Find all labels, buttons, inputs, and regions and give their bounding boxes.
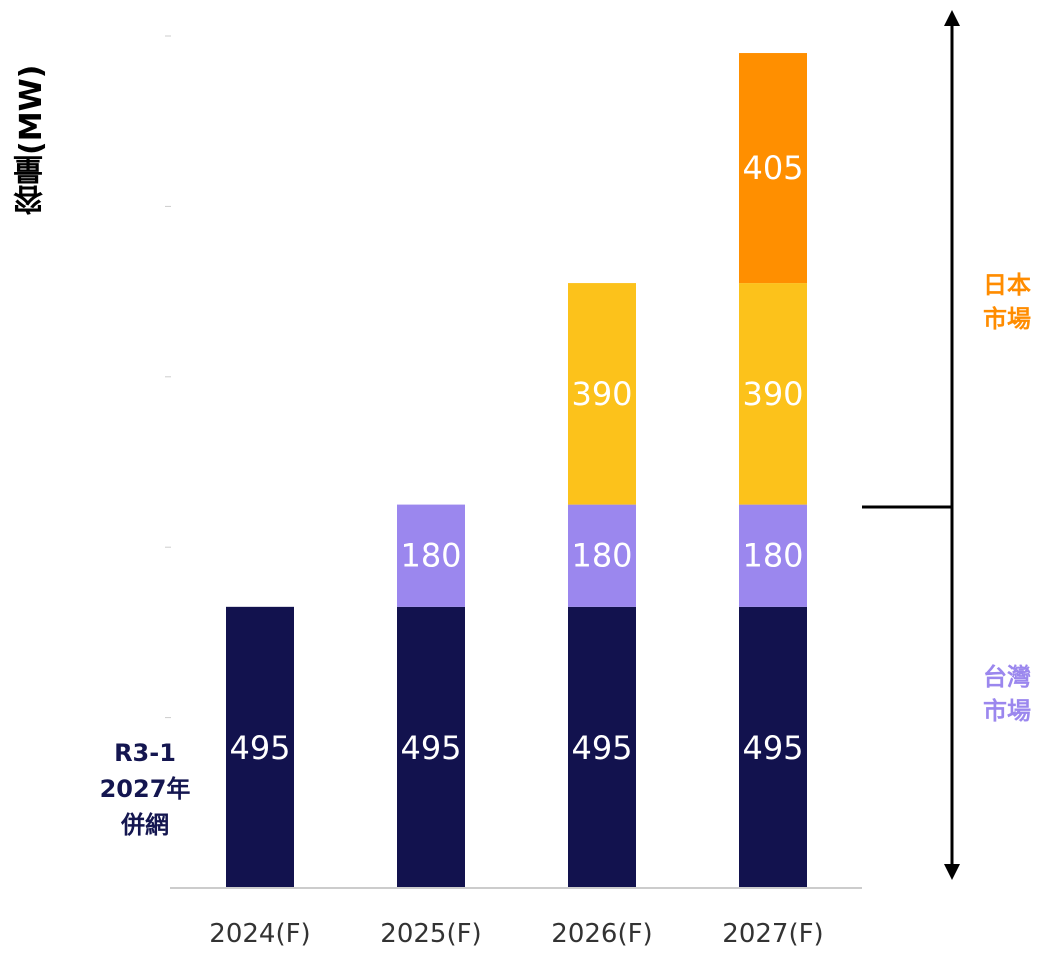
bar-segment	[226, 606, 294, 888]
x-tick-label: 2027(F)	[722, 919, 823, 949]
data-label: 495	[229, 729, 290, 767]
data-label: 180	[571, 537, 632, 575]
data-label: 495	[742, 729, 803, 767]
data-label: 390	[742, 375, 803, 413]
japan-market-label: 日本 市場	[962, 268, 1045, 336]
note-line: R3-1	[114, 739, 176, 767]
bar-segment	[397, 504, 465, 607]
x-tick-label: 2024(F)	[209, 919, 310, 949]
taiwan-market-label: 台灣 市場	[962, 660, 1045, 728]
bar-segment	[397, 606, 465, 888]
note-line: 併網	[121, 811, 169, 839]
grid-connection-note: R3-1 2027年 併網	[70, 735, 220, 843]
taiwan-market-line: 市場	[983, 697, 1031, 725]
bar-segment	[739, 606, 807, 888]
bar-segment	[739, 53, 807, 284]
data-label: 495	[571, 729, 632, 767]
data-label: 180	[400, 537, 461, 575]
taiwan-market-line: 台灣	[983, 663, 1031, 691]
y-tick-marks	[165, 35, 171, 719]
bar-segment	[568, 283, 636, 505]
x-tick-label: 2025(F)	[380, 919, 481, 949]
arrow-down-icon	[944, 864, 960, 880]
bar-segment	[739, 504, 807, 607]
data-label: 405	[742, 149, 803, 187]
bars: 495 495 180 495 180 390 495 180 390 405	[226, 53, 807, 888]
data-label: 495	[400, 729, 461, 767]
x-tick-label: 2026(F)	[551, 919, 652, 949]
japan-market-line: 市場	[983, 305, 1031, 333]
bar-segment	[568, 606, 636, 888]
japan-market-line: 日本	[983, 271, 1031, 299]
x-tick-labels: 2024(F) 2025(F) 2026(F) 2027(F)	[209, 919, 823, 949]
bar-segment	[568, 504, 636, 607]
bar-segment	[739, 283, 807, 505]
y-axis-label: 容量(MW)	[14, 64, 49, 216]
note-line: 2027年	[99, 775, 191, 803]
arrow-up-icon	[944, 10, 960, 26]
data-label: 180	[742, 537, 803, 575]
data-label: 390	[571, 375, 632, 413]
